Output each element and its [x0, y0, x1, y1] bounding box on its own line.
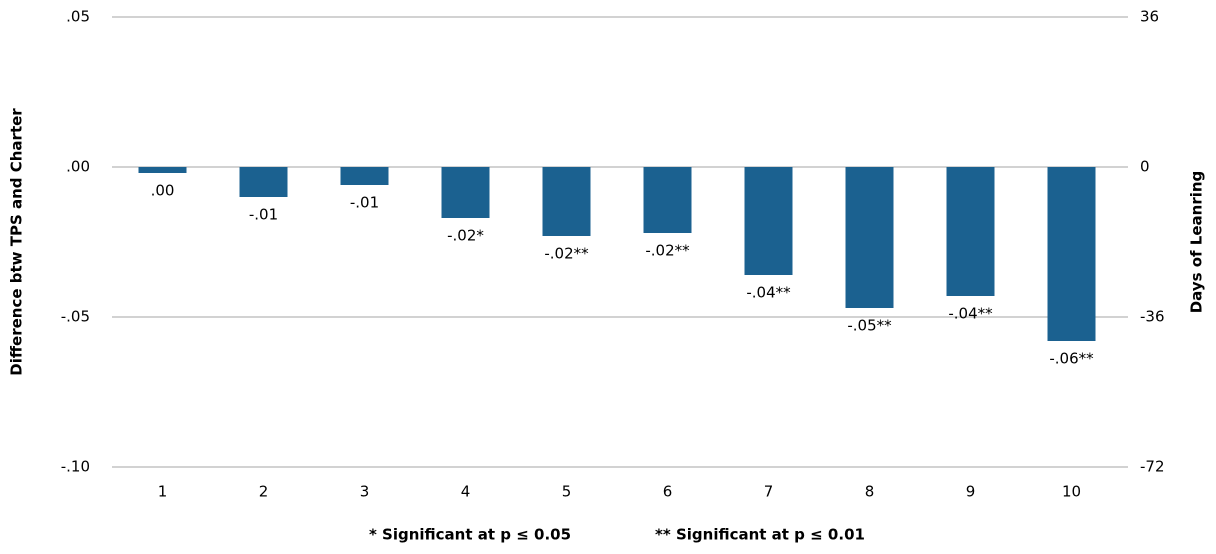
data-label: -.04** — [948, 305, 993, 323]
data-label: -.01 — [350, 194, 379, 212]
bar — [441, 167, 490, 218]
x-tick-label: 5 — [562, 483, 572, 501]
y-tick-label: -.10 — [61, 458, 90, 476]
x-tick-label: 1 — [158, 483, 168, 501]
y-tick-label: .05 — [66, 8, 90, 26]
data-label: -.05** — [847, 317, 892, 335]
y2-tick-label: -36 — [1140, 308, 1165, 326]
bar — [1047, 167, 1096, 341]
bar — [340, 167, 389, 185]
bar — [239, 167, 288, 197]
bar — [138, 167, 187, 173]
bar — [845, 167, 894, 308]
data-label: -.01 — [249, 206, 278, 224]
note: * Significant at p ≤ 0.05 — [369, 526, 571, 544]
y2-tick-label: -72 — [1140, 458, 1165, 476]
y-axis-title: Difference btw TPS and Charter — [8, 108, 26, 376]
x-tick-label: 2 — [259, 483, 269, 501]
y-tick-label: -.05 — [61, 308, 90, 326]
x-tick-label: 7 — [764, 483, 774, 501]
x-tick-label: 10 — [1062, 483, 1081, 501]
bar — [542, 167, 591, 236]
note: ** Significant at p ≤ 0.01 — [655, 526, 865, 544]
data-label: -.06** — [1049, 350, 1094, 368]
bar — [946, 167, 995, 296]
data-label: -.02** — [544, 245, 589, 263]
y2-tick-label: 36 — [1140, 8, 1159, 26]
x-tick-label: 8 — [865, 483, 875, 501]
bar — [643, 167, 692, 233]
x-tick-label: 4 — [461, 483, 471, 501]
data-label: -.02* — [447, 227, 484, 245]
bar — [744, 167, 793, 275]
data-label: -.02** — [645, 242, 690, 260]
y-tick-label: .00 — [66, 158, 90, 176]
x-tick-label: 6 — [663, 483, 673, 501]
x-tick-label: 3 — [360, 483, 370, 501]
y2-tick-label: 0 — [1140, 158, 1150, 176]
y2-axis-title: Days of Leanring — [1188, 171, 1206, 314]
x-tick-label: 9 — [966, 483, 976, 501]
data-label: -.04** — [746, 284, 791, 302]
data-label: .00 — [151, 182, 175, 200]
